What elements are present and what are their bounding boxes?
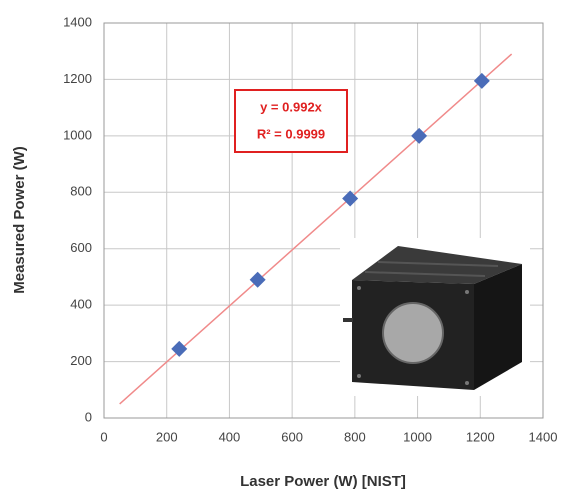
x-axis-title: Laser Power (W) [NIST]	[240, 473, 406, 490]
x-tick-label: 400	[219, 429, 241, 444]
device-inset	[340, 238, 530, 396]
device-screw	[465, 381, 469, 385]
y-tick-label: 800	[70, 184, 92, 199]
page: Measured vs Laser Power {"chart_data": {…	[0, 0, 570, 495]
annotation-text: y = 0.992x	[260, 99, 323, 114]
y-tick-label: 400	[70, 297, 92, 312]
x-tick-label: 1400	[529, 429, 558, 444]
y-tick-label: 0	[85, 409, 92, 424]
y-axis-title: Measured Power (W)	[11, 146, 28, 294]
y-tick-label: 1400	[63, 14, 92, 29]
device-screw	[357, 374, 361, 378]
device-connector	[343, 318, 353, 322]
y-tick-label: 600	[70, 240, 92, 255]
annotation-text: R² = 0.9999	[257, 126, 325, 141]
chart: 0 200 400 600 800 1000 1200 1400 0 200 400 600 800 10…	[0, 0, 570, 495]
x-tick-label: 0	[100, 429, 107, 444]
device-lens	[383, 303, 443, 363]
x-tick-label: 600	[281, 429, 303, 444]
y-tick-label: 1000	[63, 127, 92, 142]
x-tick-label: 1200	[466, 429, 495, 444]
x-tick-label: 800	[344, 429, 366, 444]
x-tick-label: 200	[156, 429, 178, 444]
page-body: 0 200 400 600 800 1000 1200 1400 0 200 400 600 800 10…	[0, 0, 570, 495]
data-point	[171, 341, 187, 357]
y-tick-label: 200	[70, 353, 92, 368]
device-screw	[357, 286, 361, 290]
device-screw	[465, 290, 469, 294]
y-tick-label: 1200	[63, 71, 92, 86]
x-tick-label: 1000	[403, 429, 432, 444]
